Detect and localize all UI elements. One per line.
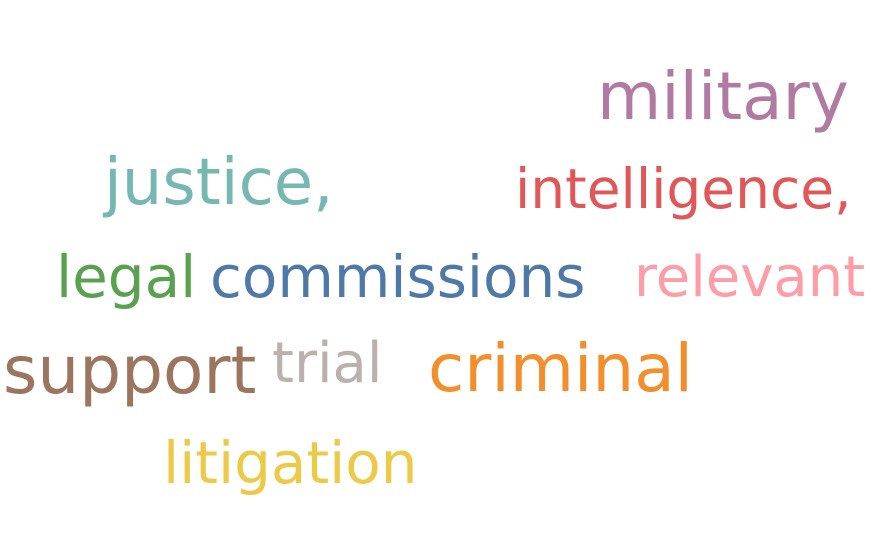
word-legal: legal (56, 243, 197, 311)
word-relevant: relevant (634, 245, 866, 310)
word-criminal: criminal (428, 330, 693, 407)
word-support: support (3, 332, 257, 409)
word-trial: trial (272, 331, 383, 396)
word-military: military (597, 58, 849, 135)
word-justice: justice, (104, 146, 334, 220)
word-intelligence: intelligence, (515, 157, 852, 221)
word-litigation: litigation (163, 429, 418, 497)
word-commissions: commissions (210, 243, 586, 311)
